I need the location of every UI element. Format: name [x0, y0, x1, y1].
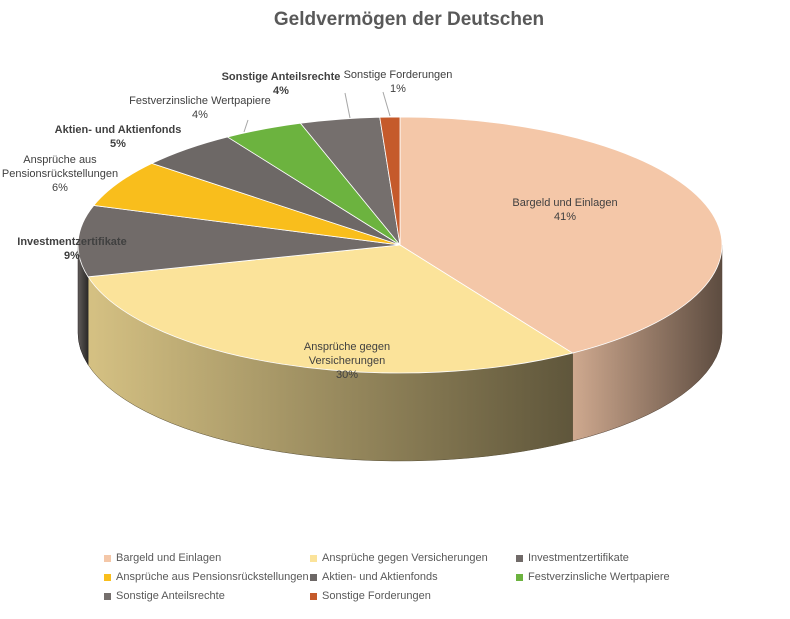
- slice-percent-2: 9%: [64, 250, 80, 262]
- slice-percent-0: 41%: [554, 211, 576, 223]
- leader-line-5: [243, 119, 249, 133]
- pie-slice-2: [77, 205, 401, 278]
- legend-label-0: Bargeld und Einlagen: [116, 552, 222, 564]
- legend-swatch-2: [516, 554, 523, 562]
- legend-item-4: Aktien- und Aktienfonds: [310, 571, 516, 583]
- slice-label-7: Sonstige Forderungen 1%: [344, 69, 453, 95]
- legend-item-7: Sonstige Forderungen: [310, 590, 516, 602]
- slice-percent-3: 6%: [52, 182, 68, 194]
- legend-item-0: Bargeld und Einlagen: [104, 552, 310, 564]
- pie-slice-7: [379, 116, 401, 246]
- leader-line-6: [344, 92, 351, 119]
- slice-percent-1: 30%: [336, 369, 358, 381]
- slice-label-4: Aktien- und Aktienfonds 5%: [55, 124, 182, 150]
- pie-sides: [77, 244, 723, 462]
- legend-item-5: Festverzinsliche Wertpapiere: [516, 571, 704, 583]
- legend-swatch-0: [104, 554, 111, 562]
- legend-label-5: Festverzinsliche Wertpapiere: [528, 571, 670, 583]
- legend-swatch-5: [516, 573, 523, 581]
- slice-label-3: Ansprüche aus Pensionsrückstellungen 6%: [2, 154, 118, 194]
- legend-label-1: Ansprüche gegen Versicherungen: [322, 552, 488, 564]
- slice-label-1: Ansprüche gegen Versicherungen 30%: [304, 341, 390, 381]
- slice-percent-5: 4%: [192, 109, 208, 121]
- legend-swatch-7: [310, 592, 317, 600]
- legend-swatch-4: [310, 573, 317, 581]
- legend-label-7: Sonstige Forderungen: [322, 590, 431, 602]
- legend-swatch-6: [104, 592, 111, 600]
- legend-swatch-1: [310, 554, 317, 562]
- legend-item-2: Investmentzertifikate: [516, 552, 704, 564]
- slice-label-5: Festverzinsliche Wertpapiere 4%: [129, 95, 271, 121]
- chart-title: Geldvermögen der Deutschen: [274, 9, 544, 30]
- slice-label-6: Sonstige Anteilsrechte 4%: [222, 71, 341, 97]
- legend-item-6: Sonstige Anteilsrechte: [104, 590, 310, 602]
- slice-label-2: Investmentzertifikate 9%: [17, 236, 126, 262]
- pie-slice-0: [399, 116, 723, 354]
- leader-lines: [243, 91, 391, 133]
- slice-percent-7: 1%: [390, 83, 406, 95]
- legend-item-1: Ansprüche gegen Versicherungen: [310, 552, 516, 564]
- pie-slice-3: [92, 162, 401, 246]
- legend-label-4: Aktien- und Aktienfonds: [322, 571, 438, 583]
- slice-label-0: Bargeld und Einlagen 41%: [512, 197, 617, 223]
- slice-percent-4: 5%: [110, 138, 126, 150]
- legend-label-6: Sonstige Anteilsrechte: [116, 590, 225, 602]
- chart-legend: Bargeld und Einlagen Ansprüche gegen Vers…: [104, 552, 704, 602]
- slice-labels: Bargeld und Einlagen 41% Ansprüche gegen Ve…: [2, 69, 618, 381]
- pie-slice-1: [87, 244, 574, 374]
- leader-line-7: [382, 91, 391, 117]
- legend-item-3: Ansprüche aus Pensionsrückstellungen: [104, 571, 310, 583]
- legend-swatch-3: [104, 573, 111, 581]
- legend-label-2: Investmentzertifikate: [528, 552, 629, 564]
- pie-top: [77, 116, 723, 374]
- legend-label-3: Ansprüche aus Pensionsrückstellungen: [116, 571, 309, 583]
- slice-percent-6: 4%: [273, 85, 289, 97]
